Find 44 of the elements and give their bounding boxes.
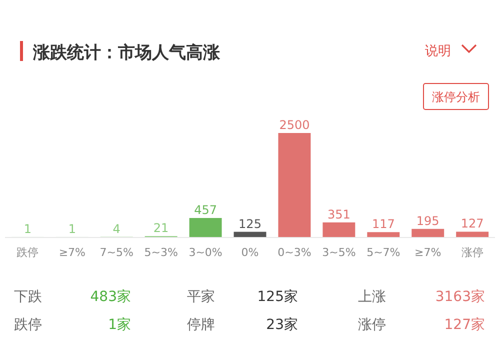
text: 涨停 [358,317,386,333]
x-tick-label: ≥7% [414,246,442,259]
text: 下跌 [14,289,42,305]
data-label: 1 [24,222,32,236]
data-label: 117 [372,217,395,232]
bar [234,232,266,237]
x-tick-label: 5~7% [366,246,400,259]
chart-title: 涨跌统计：市场人气高涨 [32,43,221,63]
x-tick-label: 7~5% [100,246,134,259]
bar [278,133,311,237]
text: 125家 [257,289,298,305]
x-tick-label: 5~3% [144,246,178,259]
x-tick-label: 涨停 [461,246,484,259]
data-label: 457 [194,202,217,217]
bar [412,228,444,237]
bar [189,218,222,237]
text: 停牌 [187,317,215,333]
data-label: 127 [460,216,484,231]
data-label: 351 [327,207,350,222]
data-label: 21 [153,221,169,236]
text: 483家 [90,289,131,305]
text: 平家 [187,289,215,305]
text: 跌停 [14,317,42,333]
data-label: 2500 [279,118,310,132]
data-label: 195 [416,214,440,228]
bar [367,232,400,237]
text: 23家 [266,317,298,333]
x-tick-label: 0% [241,246,259,259]
text: 3163家 [435,289,485,305]
text: 127家 [444,317,485,333]
data-label: 125 [238,216,262,231]
bar [456,232,489,237]
text: 说明 [425,44,451,59]
x-tick-label: 3~5% [322,246,356,259]
x-tick-label: 跌停 [16,246,39,259]
x-tick-label: 0~3% [278,246,312,259]
button: 涨停分析 [423,83,489,110]
x-tick-label: 3~0% [188,246,222,259]
text: 1家 [108,317,131,333]
x-tick-label: ≥7% [58,246,86,259]
text: 上涨 [358,289,386,305]
data-label: 1 [68,222,76,236]
bar [322,222,356,237]
data-label: 4 [112,222,120,236]
